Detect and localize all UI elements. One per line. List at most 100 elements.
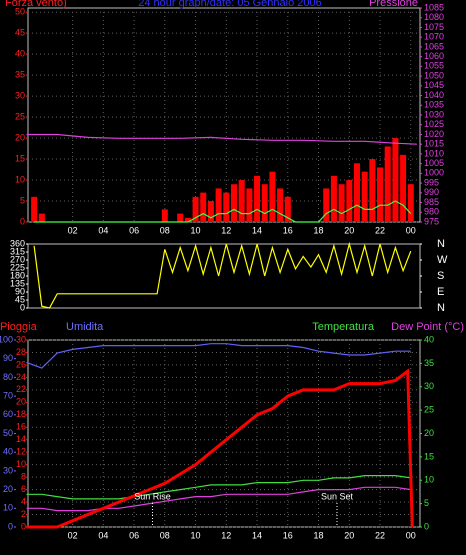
y2-tick-label: 1000 <box>424 168 444 178</box>
wind-bar <box>346 180 353 222</box>
y2-tick-label: 1065 <box>424 41 444 51</box>
wind-bar <box>254 175 261 222</box>
wind-bar <box>361 171 368 222</box>
wind-bar <box>38 213 45 222</box>
y-tick-label: 15 <box>15 153 25 163</box>
x-tick-label: 10 <box>191 530 201 540</box>
y-tick-label: 35 <box>15 70 25 80</box>
y-tick-label: 360 <box>10 238 25 248</box>
wind-bar <box>200 192 207 222</box>
y-tick-label: 315 <box>10 246 25 256</box>
y-tick-label: 16 <box>16 422 26 432</box>
x-tick-label: 08 <box>160 530 170 540</box>
x-tick-label: 12 <box>221 530 231 540</box>
y-tick-label: 0 <box>20 302 25 312</box>
y-tick-label: 12 <box>16 447 26 457</box>
wind-bar <box>215 188 222 222</box>
y2-tick-label: 1025 <box>424 119 444 129</box>
y-tick-label: 180 <box>10 270 25 280</box>
y-tick-label: 22 <box>16 384 26 394</box>
y3-tick-label: 30 <box>3 465 13 475</box>
y2-tick-label: 40 <box>424 334 434 344</box>
y2-tick-label: 980 <box>424 207 439 217</box>
y2-tick-label: 1055 <box>424 61 444 71</box>
y2-tick-label: 10 <box>424 475 434 485</box>
x-tick-label: 22 <box>375 530 385 540</box>
x-tick-label: 02 <box>68 225 78 235</box>
x-tick-label: 12 <box>221 225 231 235</box>
y2-tick-label: 35 <box>424 358 434 368</box>
y2-tick-label: 1005 <box>424 158 444 168</box>
y3-tick-label: 100 <box>0 334 13 344</box>
y3-axis-label: Umidita <box>66 321 104 333</box>
series-line <box>26 343 411 369</box>
y-tick-label: 30 <box>15 90 25 100</box>
y2-tick-label: 1040 <box>424 90 444 100</box>
y-tick-label: 225 <box>10 262 25 272</box>
x-tick-label: 08 <box>160 225 170 235</box>
wind-bar <box>177 213 184 222</box>
wind-bar <box>269 171 276 222</box>
wind-bar <box>407 184 414 222</box>
x-tick-label: 16 <box>283 225 293 235</box>
y3-tick-label: 10 <box>3 503 13 513</box>
y2-tick-label: 30 <box>424 381 434 391</box>
y-tick-label: 28 <box>16 347 26 357</box>
wind-bar <box>223 192 230 222</box>
x-tick-label: 00 <box>406 225 416 235</box>
y2-axis-label: Pressione <box>369 0 418 9</box>
wind-bar <box>31 196 38 222</box>
wind-bar <box>238 180 245 222</box>
y-tick-label: 4 <box>21 496 26 506</box>
x-tick-label: 16 <box>283 530 293 540</box>
y-tick-label: 270 <box>10 254 25 264</box>
y2-tick-label: 1060 <box>424 51 444 61</box>
y-tick-label: 2 <box>21 509 26 519</box>
y2-tick-label: 1050 <box>424 70 444 80</box>
y-tick-label: 30 <box>16 334 26 344</box>
x-tick-label: 20 <box>344 225 354 235</box>
series-line <box>34 200 412 223</box>
x-tick-label: 00 <box>406 530 416 540</box>
annotation: Sun Rise <box>134 491 171 501</box>
wind-bar <box>207 201 214 222</box>
wind-bar <box>261 184 268 222</box>
y2-tick-label: 975 <box>424 216 439 226</box>
wind-bar <box>184 217 191 222</box>
y2-tick-label: 0 <box>424 521 429 531</box>
wind-bar <box>230 184 237 222</box>
series-line <box>26 486 411 512</box>
wind-bar <box>277 188 284 222</box>
y2-axis-label: Temperatura <box>312 321 375 333</box>
y-axis-label: Pioggia <box>0 321 38 333</box>
y2-tick-label: 1080 <box>424 12 444 22</box>
x-tick-label: 06 <box>129 225 139 235</box>
wind-bar <box>330 175 337 222</box>
wind-bar <box>284 196 291 222</box>
y-tick-label: 10 <box>16 459 26 469</box>
chart-title: 24 hour graph/date: 05 Gennaio 2006 <box>138 0 321 9</box>
y4-axis-label: Dew Point (°C) <box>391 321 464 333</box>
y2-tick-label: 985 <box>424 197 439 207</box>
y-tick-label: 10 <box>15 174 25 184</box>
y-tick-label: 18 <box>16 409 26 419</box>
y2-tick-label: S <box>437 270 444 282</box>
y2-tick-label: 1030 <box>424 109 444 119</box>
x-tick-label: 20 <box>344 530 354 540</box>
x-tick-label: 04 <box>98 225 108 235</box>
y2-tick-label: 1070 <box>424 32 444 42</box>
wind-bar <box>192 196 199 222</box>
series-line <box>26 368 414 529</box>
y2-tick-label: 990 <box>424 187 439 197</box>
y-tick-label: 8 <box>21 472 26 482</box>
y-tick-label: 14 <box>16 434 26 444</box>
y3-tick-label: 20 <box>3 484 13 494</box>
plot-frame <box>27 7 421 223</box>
y-tick-label: 24 <box>16 372 26 382</box>
wind-bar <box>161 209 168 222</box>
x-tick-label: 14 <box>252 530 262 540</box>
y-tick-label: 0 <box>20 216 25 226</box>
x-tick-label: 06 <box>129 530 139 540</box>
y2-tick-label: 1010 <box>424 148 444 158</box>
